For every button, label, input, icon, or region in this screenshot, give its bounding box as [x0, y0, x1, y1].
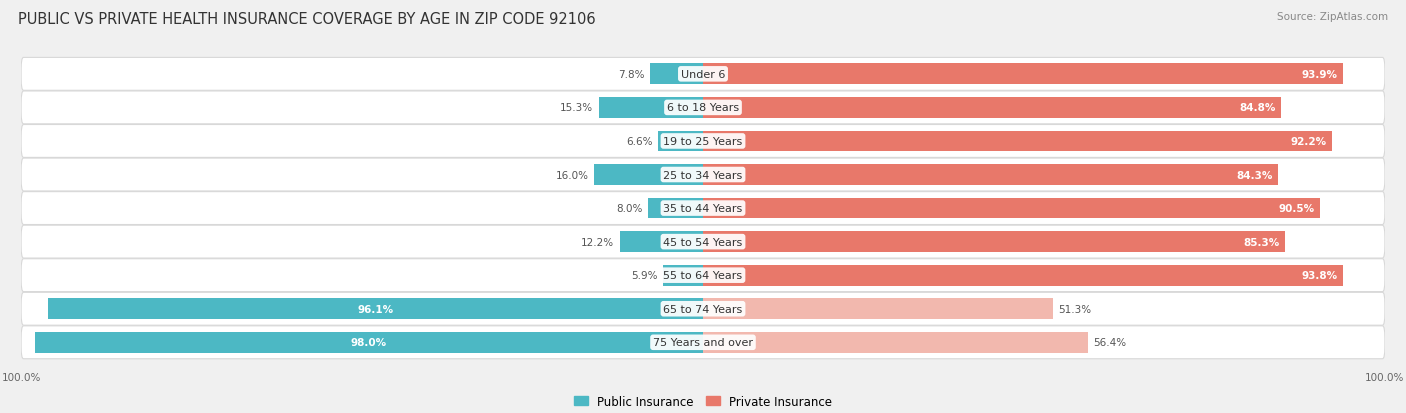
Bar — [48, 299, 703, 319]
Bar — [35, 332, 703, 353]
Text: 16.0%: 16.0% — [555, 170, 589, 180]
FancyBboxPatch shape — [21, 192, 1385, 225]
Bar — [662, 265, 703, 286]
Text: 93.9%: 93.9% — [1302, 70, 1339, 80]
FancyBboxPatch shape — [21, 92, 1385, 125]
FancyBboxPatch shape — [21, 159, 1385, 192]
FancyBboxPatch shape — [21, 292, 1385, 325]
Text: Source: ZipAtlas.com: Source: ZipAtlas.com — [1277, 12, 1388, 22]
Bar — [703, 98, 1281, 119]
Text: 45 to 54 Years: 45 to 54 Years — [664, 237, 742, 247]
FancyBboxPatch shape — [21, 58, 1385, 91]
Text: 90.5%: 90.5% — [1278, 204, 1315, 214]
Text: PUBLIC VS PRIVATE HEALTH INSURANCE COVERAGE BY AGE IN ZIP CODE 92106: PUBLIC VS PRIVATE HEALTH INSURANCE COVER… — [18, 12, 596, 27]
Text: 98.0%: 98.0% — [352, 337, 387, 347]
Text: 19 to 25 Years: 19 to 25 Years — [664, 137, 742, 147]
FancyBboxPatch shape — [21, 225, 1385, 259]
Bar — [703, 299, 1053, 319]
Text: 96.1%: 96.1% — [357, 304, 394, 314]
Text: 75 Years and over: 75 Years and over — [652, 337, 754, 347]
Text: 85.3%: 85.3% — [1243, 237, 1279, 247]
Text: 5.9%: 5.9% — [631, 271, 658, 280]
Text: 35 to 44 Years: 35 to 44 Years — [664, 204, 742, 214]
Bar — [658, 131, 703, 152]
Text: 8.0%: 8.0% — [617, 204, 643, 214]
Text: 93.8%: 93.8% — [1301, 271, 1337, 280]
Text: 92.2%: 92.2% — [1291, 137, 1326, 147]
Bar — [703, 131, 1331, 152]
Text: 51.3%: 51.3% — [1059, 304, 1091, 314]
FancyBboxPatch shape — [21, 125, 1385, 158]
Text: 12.2%: 12.2% — [581, 237, 614, 247]
Text: 55 to 64 Years: 55 to 64 Years — [664, 271, 742, 280]
Bar — [703, 332, 1088, 353]
Text: 65 to 74 Years: 65 to 74 Years — [664, 304, 742, 314]
Text: 25 to 34 Years: 25 to 34 Years — [664, 170, 742, 180]
Text: Under 6: Under 6 — [681, 70, 725, 80]
Bar — [650, 64, 703, 85]
Bar — [593, 165, 703, 185]
Text: 7.8%: 7.8% — [617, 70, 644, 80]
Text: 6.6%: 6.6% — [626, 137, 652, 147]
Bar — [703, 64, 1343, 85]
Text: 15.3%: 15.3% — [560, 103, 593, 113]
Bar — [703, 198, 1320, 219]
Text: 56.4%: 56.4% — [1092, 337, 1126, 347]
FancyBboxPatch shape — [21, 259, 1385, 292]
Text: 84.8%: 84.8% — [1240, 103, 1275, 113]
Legend: Public Insurance, Private Insurance: Public Insurance, Private Insurance — [569, 390, 837, 413]
Bar — [648, 198, 703, 219]
Text: 6 to 18 Years: 6 to 18 Years — [666, 103, 740, 113]
Bar — [703, 165, 1278, 185]
Bar — [599, 98, 703, 119]
Bar — [620, 232, 703, 252]
Bar — [703, 232, 1285, 252]
FancyBboxPatch shape — [21, 326, 1385, 359]
Bar — [703, 265, 1343, 286]
Text: 84.3%: 84.3% — [1236, 170, 1272, 180]
